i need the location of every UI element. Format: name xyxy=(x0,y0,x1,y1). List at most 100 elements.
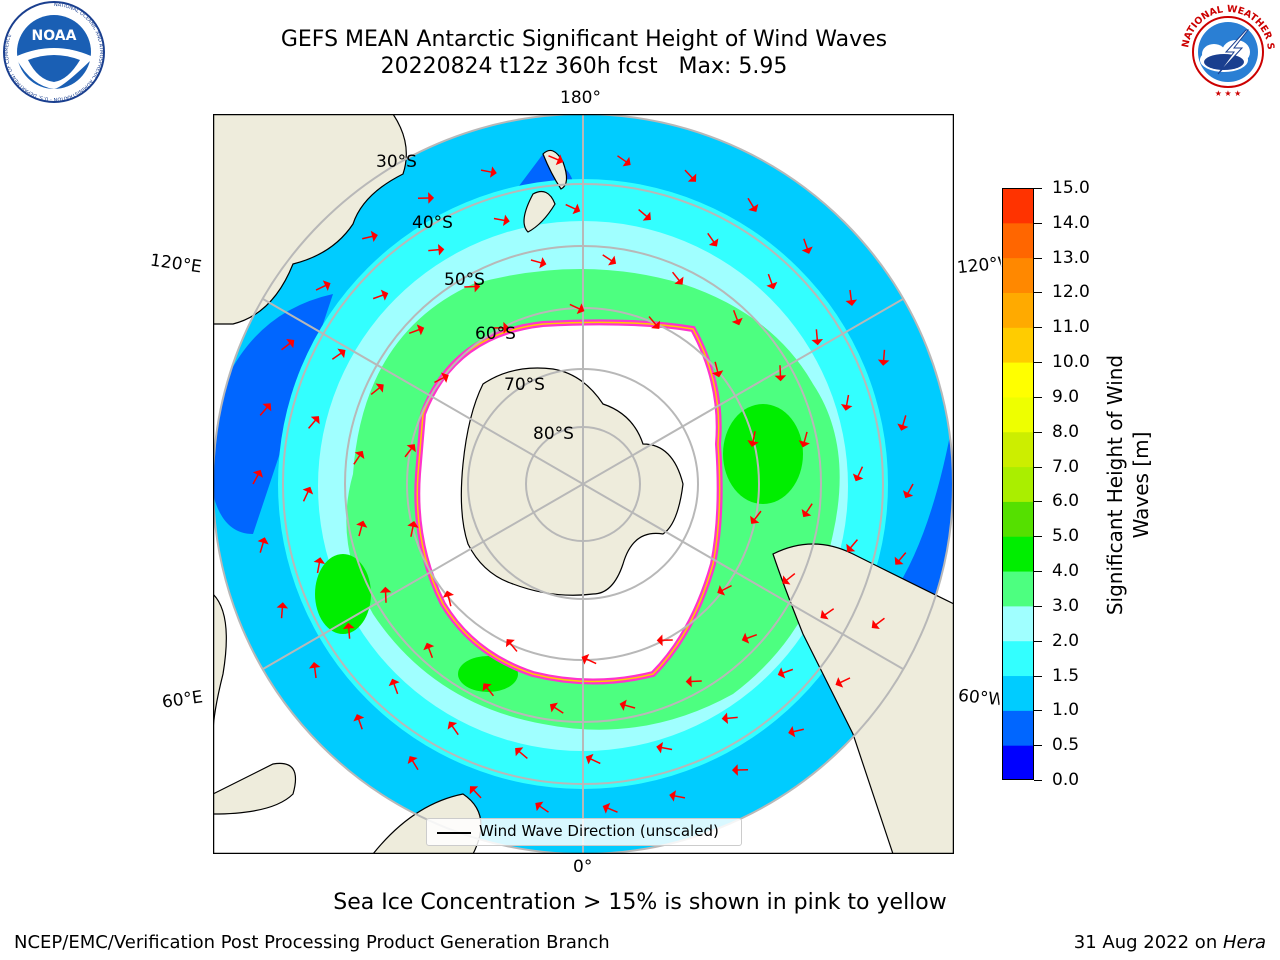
colorbar-tick-mark xyxy=(1034,605,1042,607)
lon-label-180: 180° xyxy=(560,88,601,108)
wind-wave-arrow xyxy=(792,728,804,733)
colorbar-cell xyxy=(1002,222,1034,259)
wind-wave-arrow-head xyxy=(840,404,853,411)
wind-wave-arrow-head xyxy=(669,790,676,802)
colorbar-tick-label: 14.0 xyxy=(1052,212,1090,233)
antarctica-land xyxy=(460,367,684,596)
wind-wave-arrow-head xyxy=(252,469,264,478)
wind-wave-arrow-head xyxy=(585,753,594,765)
wind-wave-arrow-head xyxy=(482,683,492,692)
wind-wave-arrow-head xyxy=(748,203,759,212)
wave-max-south xyxy=(458,656,518,692)
map-legend: Wind Wave Direction (unscaled) xyxy=(426,818,742,846)
wind-wave-arrow xyxy=(839,677,851,684)
wind-wave-arrow-head xyxy=(747,440,759,447)
wind-wave-arrows xyxy=(252,154,914,814)
wind-wave-arrow-head xyxy=(731,764,738,776)
wind-wave-arrow xyxy=(362,235,374,240)
wind-wave-arrow-head xyxy=(505,639,515,648)
wind-wave-arrow xyxy=(849,289,853,302)
wind-wave-arrow-head xyxy=(811,339,824,346)
wind-wave-arrow-head xyxy=(302,486,314,495)
wind-wave-arrow xyxy=(602,254,613,262)
colorbar-cell xyxy=(1002,292,1034,328)
wind-wave-arrow-head xyxy=(442,590,454,598)
wind-wave-arrow xyxy=(357,718,363,730)
colorbar-cell xyxy=(1002,362,1034,398)
colorbar-tick-label: 3.0 xyxy=(1052,595,1080,616)
lat-label-70s: 70°S xyxy=(504,375,545,395)
wind-wave-arrow-head xyxy=(313,557,326,564)
wind-wave-arrow xyxy=(427,647,434,659)
colorbar-tick-mark xyxy=(1034,536,1042,538)
colorbar-tick-mark xyxy=(1034,431,1042,433)
colorbar-title: Significant Height of Wind Waves [m] xyxy=(1103,354,1153,616)
polar-map xyxy=(213,114,954,854)
colorbar-tick-label: 10.0 xyxy=(1052,352,1090,373)
footer-branch: NCEP/EMC/Verification Post Processing Pr… xyxy=(14,932,610,953)
colorbar-tick-mark xyxy=(1034,710,1042,712)
colorbar-tick-mark xyxy=(1034,675,1042,677)
wind-wave-arrow-head xyxy=(798,440,810,448)
wind-wave-arrow-head xyxy=(539,257,547,269)
wind-wave-arrow-head xyxy=(871,619,880,630)
wind-wave-arrow xyxy=(411,760,419,771)
wind-wave-arrow xyxy=(493,217,505,222)
wind-wave-arrow-head xyxy=(685,675,692,688)
sea-ice-note: Sea Ice Concentration > 15% is shown in … xyxy=(333,890,947,915)
wind-wave-arrow-head xyxy=(503,214,510,227)
wind-wave-arrow xyxy=(428,248,440,252)
colorbar-cell xyxy=(1002,327,1034,363)
wind-wave-arrow xyxy=(331,352,342,360)
wind-wave-arrow-head xyxy=(388,678,400,687)
wind-wave-arrow-head xyxy=(337,348,346,359)
lat-label-40s: 40°S xyxy=(412,213,453,233)
lat-label-50s: 50°S xyxy=(444,270,485,290)
wind-wave-arrow-head xyxy=(515,747,524,757)
wind-wave-arrow-head xyxy=(469,786,479,795)
sea-ice-edge-yellow xyxy=(416,321,721,683)
lon-label-120w: 120°W xyxy=(956,253,1002,279)
wind-wave-arrow xyxy=(565,203,576,210)
footer-date-text: 31 Aug 2022 on xyxy=(1073,932,1223,953)
wind-wave-arrow-head xyxy=(257,537,269,545)
wind-wave-arrow-head xyxy=(897,423,909,431)
colorbar-cell xyxy=(1002,675,1034,711)
wind-wave-arrow-head xyxy=(845,299,858,306)
colorbar xyxy=(1002,188,1034,780)
wind-wave-arrow-head xyxy=(276,602,289,609)
wind-wave-arrow-head xyxy=(438,243,445,256)
wind-wave-arrow-head xyxy=(602,802,611,814)
wind-wave-arrow xyxy=(845,394,850,406)
wind-wave-arrow xyxy=(607,807,618,813)
colorbar-cell xyxy=(1002,640,1034,677)
wind-wave-arrow-head xyxy=(428,192,435,204)
wind-wave-arrow xyxy=(358,525,363,537)
wind-wave-arrow-head xyxy=(406,444,416,453)
land-masses xyxy=(213,114,954,854)
wind-wave-arrow-head xyxy=(687,173,697,182)
wind-wave-arrow-head xyxy=(774,375,787,382)
wind-wave-arrow xyxy=(590,758,601,765)
wind-wave-arrow xyxy=(259,541,265,553)
colorbar-tick-label: 7.0 xyxy=(1052,456,1080,477)
colorbar-tick-mark xyxy=(1034,362,1042,364)
wind-wave-arrow xyxy=(404,447,413,458)
wind-wave-arrow-head xyxy=(846,543,856,552)
colorbar-tick-mark xyxy=(1034,257,1042,259)
wind-wave-arrow-head xyxy=(852,473,864,482)
wind-wave-arrow xyxy=(315,284,327,291)
wind-wave-arrow xyxy=(480,169,492,173)
wind-wave-arrow xyxy=(451,725,459,736)
wind-wave-arrow xyxy=(753,510,762,521)
wind-wave-arrow-head xyxy=(447,721,458,730)
colorbar-tick-label: 1.0 xyxy=(1052,700,1080,721)
wave-band-low-west xyxy=(213,294,333,534)
wind-wave-arrow xyxy=(509,642,518,652)
wind-wave-arrow-head xyxy=(766,281,778,290)
wind-wave-arrow xyxy=(372,294,384,300)
colorbar-tick-mark xyxy=(1034,396,1042,398)
wind-wave-arrow-head xyxy=(379,586,392,593)
colorbar-cell xyxy=(1002,571,1034,607)
wind-wave-arrow-head xyxy=(416,324,425,336)
